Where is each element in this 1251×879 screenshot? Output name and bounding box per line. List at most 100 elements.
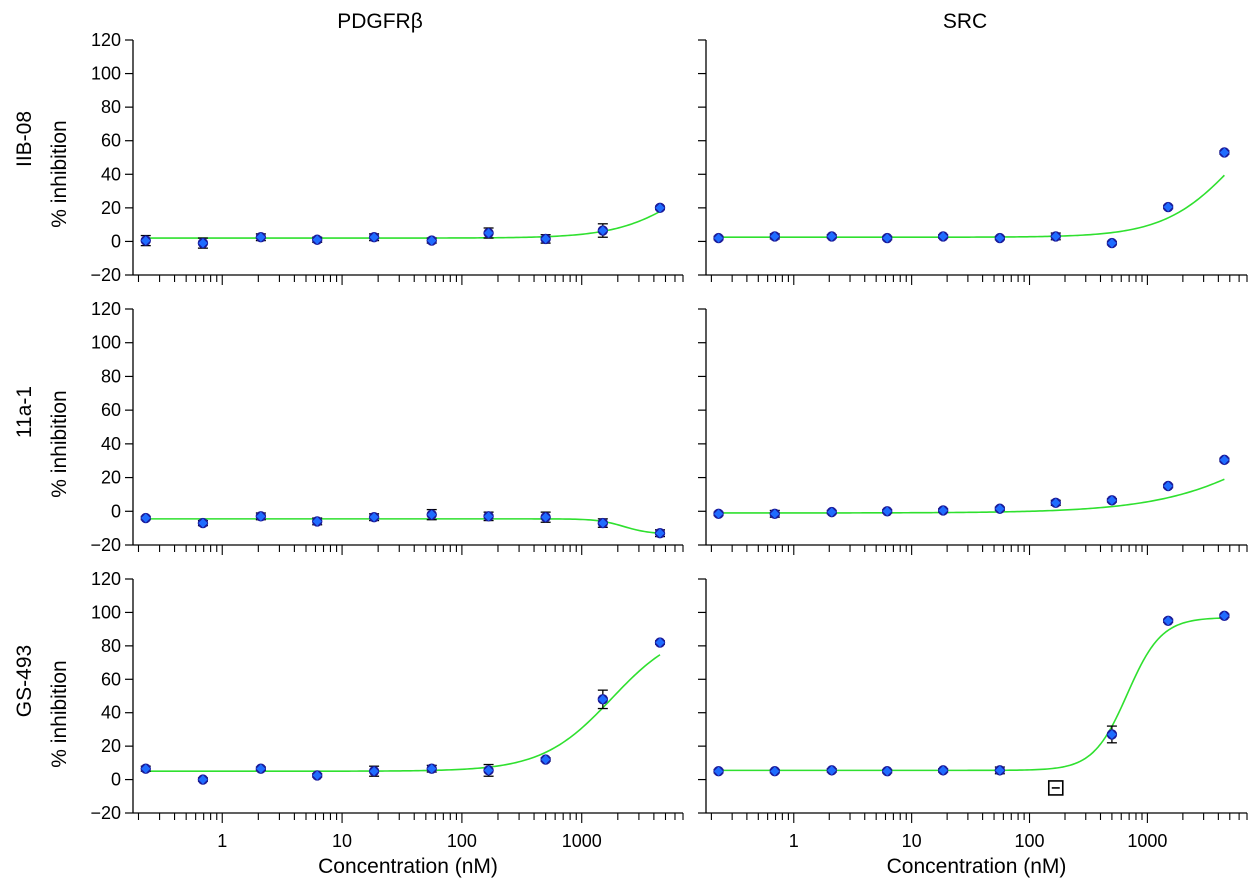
y-tick-label: 0 xyxy=(111,501,121,521)
data-point-marker xyxy=(198,518,208,528)
data-point-marker xyxy=(598,518,608,528)
data-point-marker xyxy=(141,235,151,246)
fit-curve xyxy=(718,617,1225,772)
y-tick-label: 40 xyxy=(101,434,121,454)
data-point-marker xyxy=(995,765,1005,775)
data-point-marker xyxy=(427,764,437,774)
y-tick-label: 100 xyxy=(91,333,121,353)
y-tick-label: 100 xyxy=(91,64,121,84)
x-axis-label: Concentration (nM) xyxy=(318,855,498,878)
row-label-iib-08: IIB-08 xyxy=(13,111,36,167)
data-point-marker xyxy=(369,232,379,242)
data-point-marker xyxy=(995,504,1005,514)
x-tick-label: 100 xyxy=(1014,831,1044,851)
data-point-marker xyxy=(655,203,665,213)
data-point-marker xyxy=(1163,202,1173,212)
data-point-marker xyxy=(427,510,437,520)
data-point-marker xyxy=(369,512,379,522)
y-tick-label: 0 xyxy=(111,231,121,251)
y-tick-label: 60 xyxy=(101,669,121,689)
data-point-marker xyxy=(713,766,724,776)
panel-r3-c2: 1 10 100 1000 Concentration (nM) xyxy=(698,578,1248,878)
data-point-marker xyxy=(312,516,322,526)
data-point-marker xyxy=(1163,616,1173,626)
y-tick-label: 60 xyxy=(101,400,121,420)
panel-r1-c1: −20 0 20 40 60 80 100 120 xyxy=(90,30,684,285)
column-title-src: SRC xyxy=(943,10,987,33)
y-tick-label: 20 xyxy=(101,198,121,218)
y-tick-label: 80 xyxy=(101,636,121,656)
row-label-11a-1: 11a-1 xyxy=(13,386,36,438)
data-point-marker xyxy=(483,511,494,521)
data-point-marker xyxy=(598,694,608,704)
data-point-marker xyxy=(995,233,1005,243)
panel-r1-c2 xyxy=(698,39,1248,285)
y-axis-label-row-3: % inhibition xyxy=(48,660,71,767)
fit-curve xyxy=(145,518,661,534)
y-tick-label: 40 xyxy=(101,164,121,184)
data-point-marker xyxy=(770,766,780,776)
data-point-marker xyxy=(312,770,322,780)
y-tick-label: 20 xyxy=(101,736,121,756)
data-point-marker xyxy=(256,764,266,774)
data-point-marker xyxy=(1219,611,1229,621)
data-point-marker xyxy=(938,765,948,775)
data-point-marker xyxy=(882,233,892,243)
data-point-marker xyxy=(713,233,724,243)
data-point-marker xyxy=(312,235,322,245)
y-tick-label: 0 xyxy=(111,770,121,790)
data-point-marker xyxy=(1107,729,1117,740)
data-point-marker xyxy=(1051,231,1061,241)
fit-curve xyxy=(145,210,661,239)
data-point-marker xyxy=(827,765,837,775)
y-tick-label: 40 xyxy=(101,703,121,723)
data-point-marker xyxy=(598,225,608,236)
data-point-marker xyxy=(1219,147,1229,158)
row-label-gs-493: GS-493 xyxy=(13,645,36,717)
data-point-marker xyxy=(541,754,551,765)
y-tick-label: 100 xyxy=(91,602,121,622)
y-tick-label: −20 xyxy=(90,803,121,823)
y-tick-label: 60 xyxy=(101,131,121,151)
data-point-marker xyxy=(483,228,494,238)
data-point-marker xyxy=(427,235,437,246)
data-point-marker xyxy=(198,238,208,248)
x-tick-label: 1000 xyxy=(562,831,602,851)
data-point-marker xyxy=(655,637,665,648)
x-axis-label: Concentration (nM) xyxy=(887,855,1067,878)
y-tick-label: −20 xyxy=(90,265,121,285)
data-point-marker xyxy=(256,511,266,521)
data-point-marker xyxy=(541,512,551,522)
data-point-marker xyxy=(938,505,948,516)
y-tick-label: 20 xyxy=(101,468,121,488)
data-point-marker xyxy=(1163,481,1173,491)
data-point-marker xyxy=(827,507,837,517)
x-tick-label: 100 xyxy=(447,831,477,851)
y-tick-label: 80 xyxy=(101,97,121,117)
y-tick-label: 120 xyxy=(91,569,121,589)
x-tick-label: 10 xyxy=(332,831,352,851)
data-point-marker xyxy=(1107,495,1117,505)
data-point-marker xyxy=(770,509,780,519)
x-tick-label: 1 xyxy=(789,831,799,851)
data-point-marker xyxy=(827,231,837,241)
y-tick-label: 120 xyxy=(91,30,121,50)
fit-curve xyxy=(718,174,1225,239)
data-point-marker xyxy=(198,774,208,785)
data-point-marker xyxy=(141,764,151,774)
data-point-marker xyxy=(882,766,892,776)
fit-curve xyxy=(145,654,661,773)
x-tick-label: 10 xyxy=(902,831,922,851)
data-point-marker xyxy=(1219,455,1229,465)
data-point-marker xyxy=(882,506,892,516)
y-axis-label-row-2: % inhibition xyxy=(48,390,71,497)
fit-curve xyxy=(718,478,1225,514)
x-tick-label: 1000 xyxy=(1127,831,1167,851)
data-point-marker xyxy=(541,234,551,244)
data-point-marker xyxy=(938,231,948,241)
panel-r2-c1: −20 0 20 40 60 80 100 120 xyxy=(90,299,684,555)
x-tick-label: 1 xyxy=(217,831,227,851)
y-axis-label-row-1: % inhibition xyxy=(48,120,71,227)
